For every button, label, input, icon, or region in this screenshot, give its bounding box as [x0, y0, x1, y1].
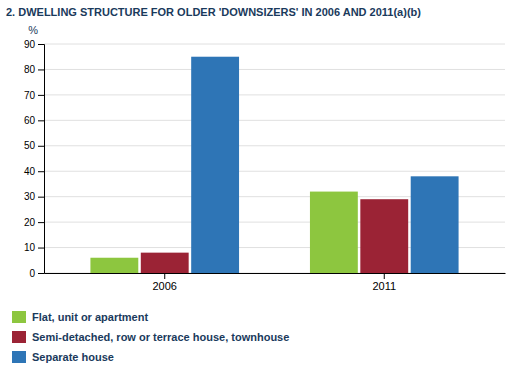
tick: 30 [24, 191, 44, 202]
tick: 50 [24, 140, 44, 151]
bars [90, 57, 458, 273]
tick-mark [384, 273, 385, 279]
tick-label: 2011 [372, 280, 396, 292]
legend-label: Flat, unit or apartment [32, 311, 148, 323]
tick-label: 60 [24, 115, 36, 126]
legend-item: Semi-detached, row or terrace house, tow… [12, 331, 289, 343]
tick-label: 90 [24, 39, 36, 50]
tick-label: 20 [24, 217, 36, 228]
tick-mark [38, 197, 44, 198]
legend-item: Flat, unit or apartment [12, 311, 148, 323]
series [191, 57, 458, 273]
grid-line [44, 120, 505, 121]
tick-mark [38, 120, 44, 121]
plot: 0 10 20 30 40 50 60 70 80 90% 2006 2011 [24, 24, 506, 292]
bar [90, 258, 138, 273]
x-axis: 2006 2011 [45, 273, 506, 292]
bar [310, 192, 358, 273]
bar [141, 253, 189, 273]
tick-mark [38, 248, 44, 249]
tick: 70 [24, 90, 44, 101]
grid-line [44, 69, 505, 70]
grid-line [44, 94, 505, 95]
chart: 2. DWELLING STRUCTURE FOR OLDER 'DOWNSIZ… [0, 0, 521, 381]
tick-label: 80 [24, 64, 36, 75]
tick: 90 [24, 39, 44, 50]
tick-label: 50 [24, 140, 36, 151]
tick: 10 [24, 242, 44, 253]
bar [191, 57, 239, 273]
grid-line [44, 44, 505, 45]
tick-mark [38, 44, 44, 45]
tick: 0 [29, 268, 44, 279]
tick-mark [38, 171, 44, 172]
tick: 2011 [372, 273, 396, 292]
tick: 80 [24, 64, 44, 75]
tick: 20 [24, 217, 44, 228]
series [141, 199, 408, 273]
grid-line [44, 171, 505, 172]
y-axis-label: % [28, 24, 38, 36]
tick-mark [38, 146, 44, 147]
tick: 60 [24, 115, 44, 126]
legend-label: Separate house [32, 351, 114, 363]
axis-line [38, 45, 45, 274]
axis-line [45, 273, 506, 274]
grid [44, 44, 505, 273]
bar [411, 176, 459, 273]
tick-label: 40 [24, 166, 36, 177]
legend-swatch [12, 331, 26, 343]
grid-line [44, 145, 505, 146]
tick-label: 10 [24, 242, 36, 253]
tick: 2006 [152, 273, 176, 292]
tick-label: 70 [24, 90, 36, 101]
tick-mark [38, 69, 44, 70]
legend-label: Semi-detached, row or terrace house, tow… [32, 331, 289, 343]
tick-label: 2006 [152, 280, 176, 292]
legend-item: Separate house [12, 351, 114, 363]
tick-label: 0 [29, 268, 35, 279]
bar [360, 199, 408, 273]
legend-swatch [12, 351, 26, 363]
tick-mark [164, 273, 165, 279]
legend-swatch [12, 311, 26, 323]
tick-label: 30 [24, 191, 36, 202]
tick-mark [38, 222, 44, 223]
tick-mark [38, 273, 44, 274]
tick-mark [38, 95, 44, 96]
title: 2. DWELLING STRUCTURE FOR OLDER 'DOWNSIZ… [6, 6, 421, 18]
tick: 40 [24, 166, 44, 177]
y-axis: 0 10 20 30 40 50 60 70 80 90 [24, 39, 45, 279]
legend: Flat, unit or apartment Semi-detached, ro… [12, 311, 289, 363]
